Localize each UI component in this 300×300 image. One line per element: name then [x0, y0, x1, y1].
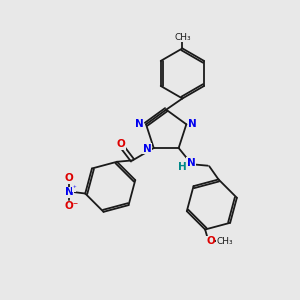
Text: CH₃: CH₃	[174, 33, 191, 42]
Text: CH₃: CH₃	[217, 237, 233, 246]
Text: N: N	[143, 144, 152, 154]
Text: O: O	[206, 236, 215, 246]
Text: O: O	[65, 173, 74, 184]
Text: ⁺: ⁺	[72, 185, 76, 191]
Text: O⁻: O⁻	[64, 201, 79, 211]
Text: H: H	[178, 162, 187, 172]
Text: N: N	[135, 119, 144, 129]
Text: N: N	[187, 158, 195, 168]
Text: O: O	[116, 140, 125, 149]
Text: N: N	[65, 187, 74, 197]
Text: N: N	[188, 119, 197, 129]
